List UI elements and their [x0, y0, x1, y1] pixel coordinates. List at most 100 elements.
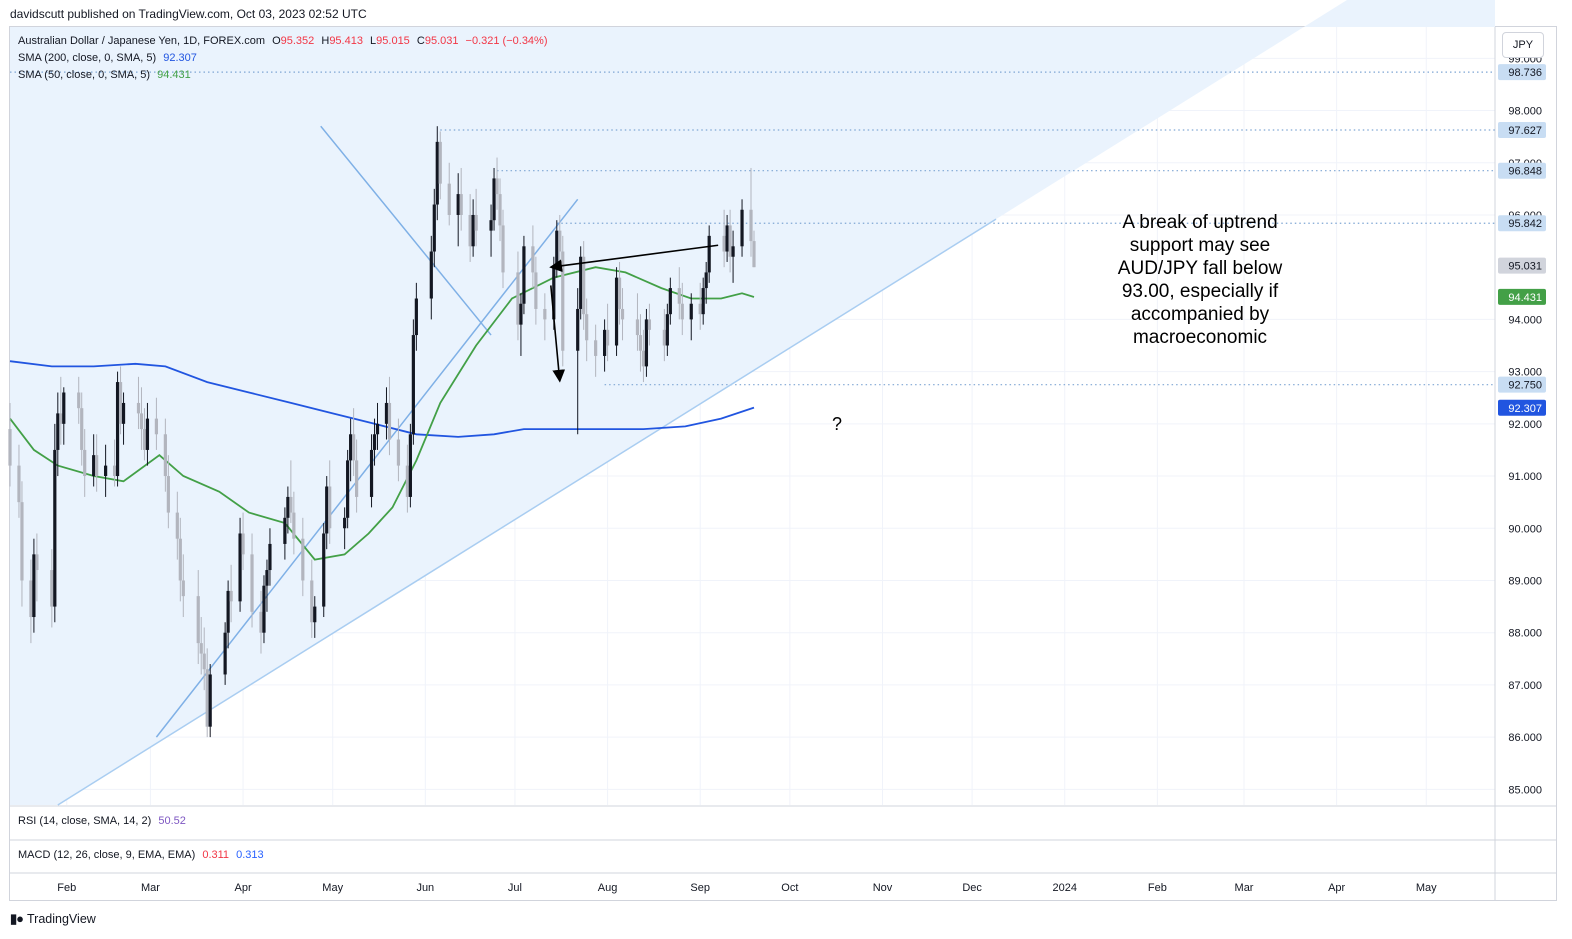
sma50-label: SMA (50, close, 0, SMA, 5): [18, 69, 151, 81]
candle-body: [707, 235, 711, 273]
price-label: 92.750: [1508, 380, 1542, 392]
x-tick-label: Nov: [873, 882, 893, 894]
y-tick-label: 91.000: [1508, 471, 1542, 483]
price-label: 95.031: [1508, 261, 1542, 273]
candle-body: [459, 194, 463, 215]
low-value: 95.015: [376, 35, 410, 47]
candle-body: [199, 643, 203, 654]
candle-body: [722, 235, 726, 252]
candle-body: [698, 303, 702, 315]
candle-body: [372, 434, 377, 450]
open-value: 95.352: [280, 35, 315, 47]
candle-body: [310, 580, 314, 623]
candle-body: [617, 277, 622, 309]
candle-body: [32, 554, 36, 618]
trend-line: [57, 218, 997, 806]
y-tick-label: 98.000: [1508, 106, 1542, 118]
candle-body: [579, 256, 583, 309]
candle-body: [387, 402, 392, 440]
legend-sma200-row: SMA (200, close, 0, SMA, 5) 92.307: [18, 52, 197, 64]
sma200-value: 92.307: [163, 52, 197, 64]
candle-body: [456, 194, 460, 215]
candle-body: [614, 277, 619, 346]
y-tick-label: 89.000: [1508, 575, 1542, 587]
y-tick-label: 93.000: [1508, 367, 1542, 379]
macd-label: MACD (12, 26, close, 9, EMA, EMA): [18, 849, 196, 861]
candle-body: [405, 465, 409, 497]
candle-body: [268, 543, 272, 571]
candle-body: [689, 303, 693, 320]
candle-body: [115, 382, 120, 477]
x-tick-label: Apr: [234, 882, 251, 894]
y-tick-label: 90.000: [1508, 523, 1542, 535]
y-tick-label: 85.000: [1508, 784, 1542, 796]
open-label: O: [272, 35, 281, 47]
legend-rsi-row[interactable]: RSI (14, close, SMA, 14, 2) 50.52: [18, 815, 186, 827]
candle-body: [50, 570, 54, 607]
x-tick-label: Feb: [57, 882, 76, 894]
sma200-line: [9, 360, 755, 438]
candle-body: [498, 194, 502, 226]
candle-body: [241, 533, 245, 555]
candle-body: [286, 496, 290, 518]
candle-body: [139, 413, 144, 430]
candle-body: [375, 423, 380, 435]
candle-body: [196, 596, 200, 644]
moving-averages: [9, 266, 755, 561]
candle-body: [677, 288, 681, 304]
candle-body: [289, 496, 293, 513]
candle-body: [80, 408, 84, 450]
x-tick-label: Oct: [781, 882, 798, 894]
legend-macd-row[interactable]: MACD (12, 26, close, 9, EMA, EMA) 0.311 …: [18, 849, 264, 861]
candle-body: [438, 141, 442, 184]
candle-body: [322, 533, 326, 607]
candle-body: [265, 570, 269, 586]
candle-body: [635, 319, 640, 336]
candle-body: [223, 632, 227, 675]
sma50-value: 94.431: [157, 69, 191, 81]
candle-body: [555, 230, 559, 268]
tradingview-logo[interactable]: ▮● TradingView: [10, 911, 96, 927]
currency-button[interactable]: JPY: [1502, 32, 1544, 58]
candle-body: [585, 314, 589, 341]
candle-body: [20, 502, 24, 581]
candle-body: [136, 402, 141, 414]
candle-body: [543, 308, 547, 320]
candle-body: [166, 476, 170, 513]
candle-body: [262, 585, 266, 633]
candle-body: [313, 606, 317, 623]
candle-body: [594, 340, 598, 356]
candle-body: [408, 434, 412, 497]
y-tick-label: 88.000: [1508, 628, 1542, 640]
candle-body: [112, 465, 117, 477]
x-tick-label: Jun: [416, 882, 434, 894]
legend-symbol: Australian Dollar / Japanese Yen, 1D, FO…: [18, 35, 266, 47]
candle-body: [641, 350, 646, 367]
high-label: H: [321, 35, 330, 47]
candle-body: [489, 220, 493, 231]
annotation-text: A break of uptrend support may see AUD/J…: [1090, 211, 1310, 349]
candle-body: [728, 225, 732, 257]
horizontal-levels: [10, 71, 1495, 386]
low-label: L: [370, 35, 377, 47]
candle-body: [343, 517, 347, 529]
x-tick-label: Mar: [141, 882, 160, 894]
candle-body: [501, 225, 505, 273]
candle-body: [259, 611, 263, 633]
x-tick-label: Mar: [1235, 882, 1254, 894]
sma200-label: SMA (200, close, 0, SMA, 5): [18, 52, 157, 64]
price-label-box: [1498, 288, 1546, 305]
axes: 85.000 86.000 87.000 88.000 89.000 90.000 91.0…: [57, 53, 1542, 894]
candle-body: [680, 303, 684, 320]
candle-body: [205, 669, 209, 727]
price-label-box: [1498, 215, 1546, 232]
price-label-box: [1498, 64, 1546, 81]
candle-body: [29, 580, 33, 618]
candle-body: [647, 319, 652, 330]
price-labels: 98.736 97.627 96.848 95.842 92.750 95.031 94.4…: [1498, 64, 1546, 416]
y-tick-label: 87.000: [1508, 680, 1542, 692]
candle-body: [602, 329, 607, 356]
close-value: 95.031: [424, 35, 459, 47]
x-tick-label: Dec: [962, 882, 982, 894]
